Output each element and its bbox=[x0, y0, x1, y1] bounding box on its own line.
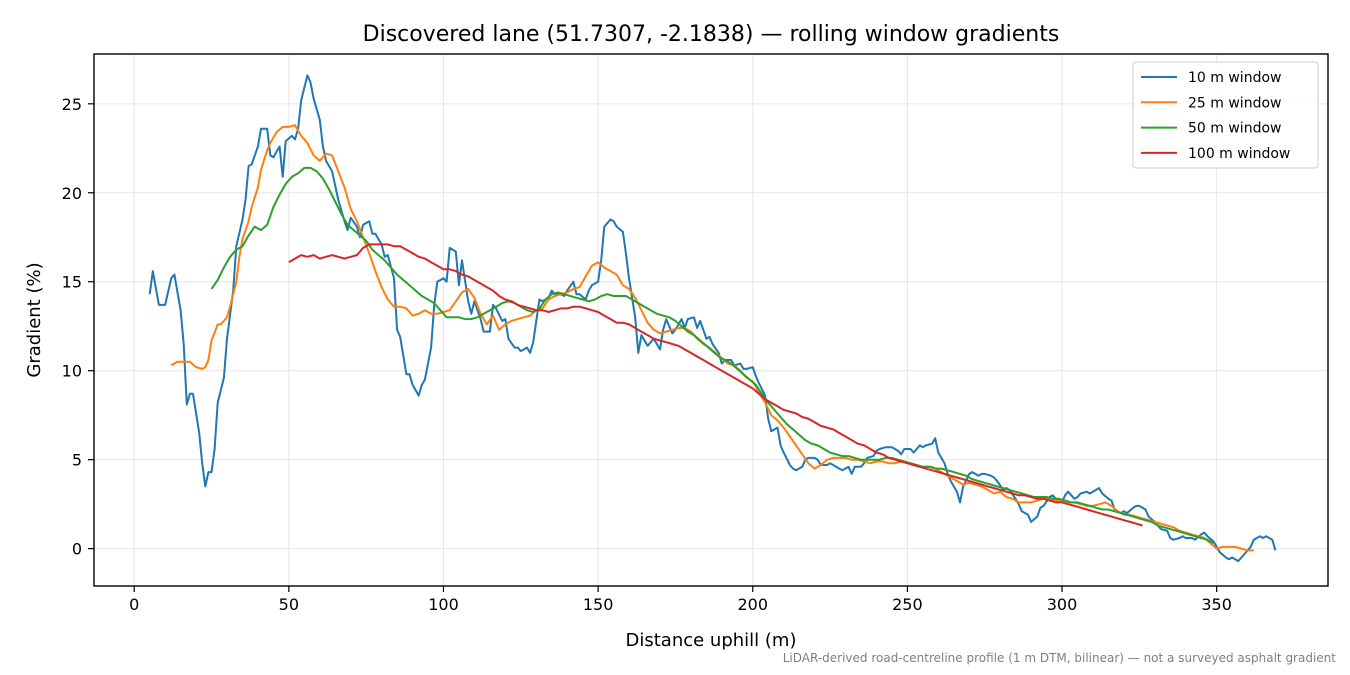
y-tick-label: 10 bbox=[62, 362, 82, 381]
legend-label: 25 m window bbox=[1188, 95, 1281, 111]
x-tick-label: 300 bbox=[1047, 595, 1078, 614]
legend-label: 50 m window bbox=[1188, 121, 1281, 137]
legend-label: 100 m window bbox=[1188, 146, 1290, 162]
y-tick-label: 0 bbox=[72, 540, 82, 559]
x-ticks: 0 50 100 150 200 250 300 350 bbox=[129, 586, 1232, 614]
y-tick-label: 20 bbox=[62, 184, 82, 203]
y-ticks: 0 5 10 15 20 25 bbox=[62, 95, 94, 559]
series-line-50-m-window bbox=[210, 166, 1215, 545]
x-tick-label: 350 bbox=[1201, 595, 1232, 614]
legend-label: 10 m window bbox=[1188, 70, 1281, 86]
x-axis-label: Distance uphill (m) bbox=[626, 630, 797, 651]
legend: 10 m window 25 m window 50 m window 100 m w… bbox=[1132, 61, 1319, 169]
x-tick-label: 50 bbox=[279, 595, 299, 614]
plot-frame bbox=[93, 53, 1329, 587]
x-tick-label: 200 bbox=[737, 595, 768, 614]
y-tick-label: 5 bbox=[72, 451, 82, 470]
y-tick-label: 15 bbox=[62, 273, 82, 292]
series-line-10-m-window bbox=[148, 74, 1277, 563]
x-tick-label: 250 bbox=[892, 595, 923, 614]
y-tick-label: 25 bbox=[62, 95, 82, 114]
chart-title: Discovered lane (51.7307, -2.1838) — rol… bbox=[363, 22, 1060, 47]
y-axis-label: Gradient (%) bbox=[24, 262, 45, 377]
x-tick-label: 150 bbox=[583, 595, 614, 614]
legend-box bbox=[1132, 61, 1319, 169]
x-tick-label: 100 bbox=[428, 595, 459, 614]
footnote: LiDAR-derived road-centreline profile (1… bbox=[782, 651, 1336, 665]
series-line-25-m-window bbox=[170, 124, 1254, 552]
grid-lines bbox=[94, 54, 1328, 586]
series-line-100-m-window bbox=[288, 243, 1143, 527]
x-tick-label: 0 bbox=[129, 595, 139, 614]
plot-lines bbox=[148, 74, 1277, 563]
